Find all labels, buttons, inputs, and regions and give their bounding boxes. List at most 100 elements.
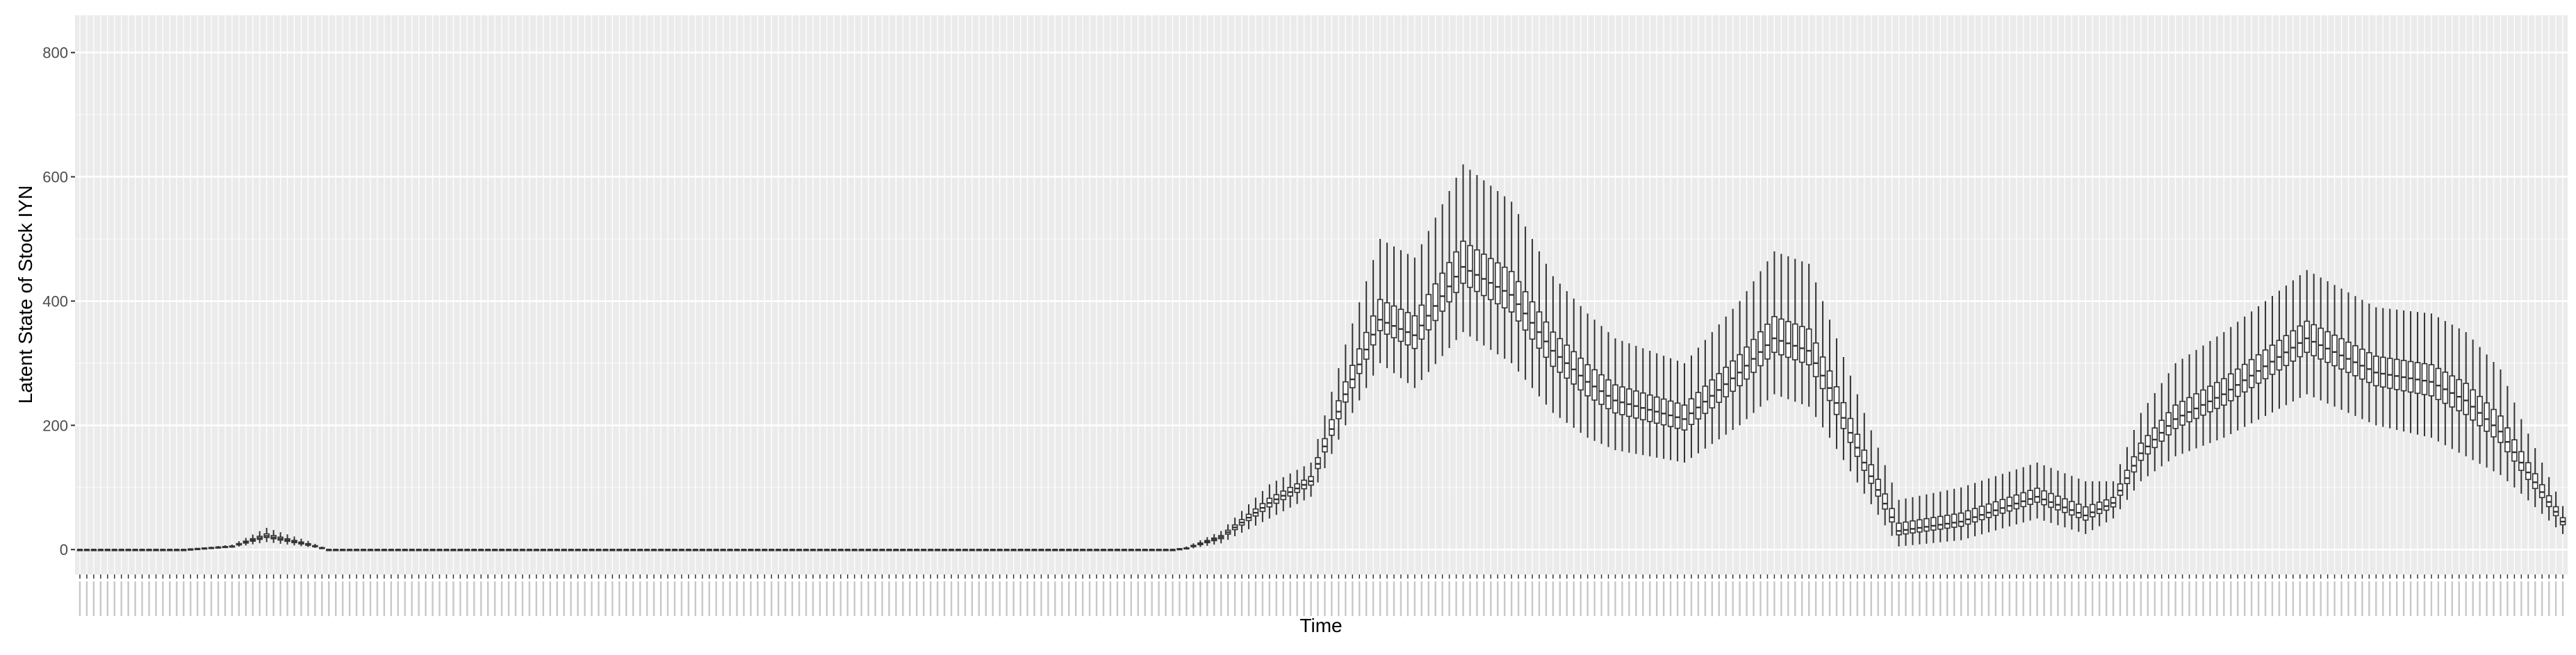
x-tick-label-illegible (2368, 581, 2370, 616)
panel-background (75, 15, 2568, 574)
box-221 (1605, 332, 1611, 447)
x-tick-label-illegible (176, 581, 178, 616)
x-tick-label-illegible (148, 581, 150, 616)
box-253 (1826, 320, 1833, 438)
x-tick-label-illegible (369, 581, 372, 616)
x-tick-label-illegible (909, 581, 911, 616)
box-74 (589, 549, 595, 552)
box (2193, 393, 2199, 420)
x-tick-label-illegible (2389, 581, 2391, 616)
box-297 (2131, 430, 2138, 491)
box-22 (229, 545, 236, 548)
box-112 (851, 549, 858, 552)
x-tick-label-illegible (383, 581, 386, 616)
x-tick-label-illegible (2465, 581, 2467, 616)
x-tick-label-illegible (411, 581, 413, 616)
box (1917, 519, 1923, 533)
box (2234, 368, 2241, 397)
x-tick-label-illegible (1379, 581, 1381, 616)
box-254 (1833, 338, 1840, 449)
box (1757, 331, 1764, 367)
box (1819, 356, 1826, 390)
box-160 (1183, 546, 1190, 550)
box-233 (1688, 355, 1695, 458)
x-tick-label-illegible (1697, 581, 1700, 616)
box-237 (1716, 324, 1723, 440)
box-39 (346, 549, 353, 552)
box-143 (1065, 549, 1072, 552)
box-194 (1418, 244, 1425, 381)
box-296 (2124, 447, 2131, 500)
box-163 (1204, 537, 1211, 546)
x-tick-label-illegible (1434, 581, 1436, 616)
x-tick-label-illegible (1359, 581, 1361, 616)
box-57 (471, 549, 477, 552)
x-tick-label-illegible (1102, 581, 1105, 616)
box (1737, 354, 1743, 387)
box (2484, 402, 2490, 432)
x-tick-label-illegible (1766, 581, 1769, 616)
x-tick-label-illegible (1441, 581, 1443, 616)
box (2345, 341, 2352, 373)
box-40 (353, 549, 360, 552)
box-330 (2359, 299, 2365, 420)
box-175 (1287, 473, 1293, 508)
x-tick-label-illegible (708, 581, 710, 616)
box-134 (1003, 549, 1010, 552)
box-255 (1840, 356, 1847, 461)
box-84 (657, 549, 664, 552)
x-tick-label-illegible (1261, 581, 1264, 616)
x-tick-label-illegible (1531, 581, 1534, 616)
box (1322, 438, 1328, 453)
x-tick-label-illegible (307, 581, 309, 616)
x-tick-label-illegible (231, 581, 233, 616)
x-tick-label-illegible (2071, 581, 2073, 616)
x-tick-label-illegible (1662, 581, 1665, 616)
box (2456, 379, 2463, 412)
box-244 (1764, 261, 1771, 401)
box (1958, 512, 1964, 527)
box (2034, 488, 2040, 503)
box-176 (1294, 470, 1300, 504)
box-25 (249, 534, 256, 545)
box (1923, 517, 1930, 532)
box (1467, 244, 1473, 288)
box-145 (1079, 549, 1086, 552)
x-tick-label-illegible (418, 581, 420, 616)
box (2435, 367, 2442, 401)
box-5 (111, 549, 118, 552)
box-196 (1432, 217, 1439, 365)
x-tick-label-illegible (473, 581, 475, 616)
box-205 (1495, 191, 1501, 355)
x-tick-label-illegible (563, 581, 565, 616)
box-270 (1944, 490, 1951, 542)
box-229 (1660, 356, 1667, 459)
box-151 (1121, 549, 1128, 552)
box-256 (1847, 375, 1854, 472)
x-tick-label-illegible (798, 581, 801, 616)
box-161 (1190, 543, 1197, 549)
box-204 (1488, 185, 1494, 350)
box-18 (201, 547, 208, 550)
box-316 (2262, 301, 2269, 416)
box-153 (1135, 549, 1142, 552)
x-tick-label-illegible (1413, 581, 1416, 616)
x-tick-label-illegible (1628, 581, 1630, 616)
x-tick-label-illegible (2085, 581, 2087, 616)
box (1619, 386, 1625, 415)
x-tick-label-illegible (577, 581, 579, 616)
box (1964, 510, 1971, 525)
box (1460, 240, 1466, 284)
box-99 (762, 549, 768, 552)
box-107 (817, 549, 823, 552)
x-tick-label-illegible (556, 581, 558, 616)
x-tick-label-illegible (1552, 581, 1554, 616)
x-tick-label-illegible (1780, 581, 1782, 616)
box-180 (1322, 415, 1328, 469)
x-tick-label-illegible (162, 581, 164, 616)
box-86 (671, 549, 678, 552)
x-tick-label-illegible (846, 581, 848, 616)
box-87 (678, 549, 685, 552)
box-80 (630, 549, 637, 552)
box (2131, 456, 2138, 473)
